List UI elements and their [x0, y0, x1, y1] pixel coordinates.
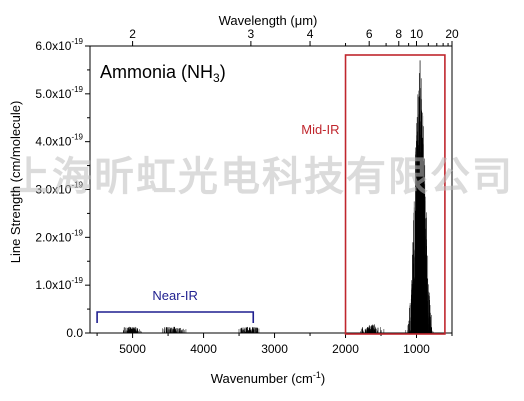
- spectrum-band: [238, 326, 260, 333]
- top-tick-label: 2: [129, 27, 136, 41]
- top-axis-title: Wavelength (μm): [219, 13, 318, 28]
- top-axis-title-main: Wavelength (: [219, 13, 296, 28]
- spectrum-layer: [123, 60, 434, 333]
- top-tick-label: 4: [307, 27, 314, 41]
- x-tick-label: 5000: [119, 342, 146, 356]
- y-tick-label: 1.0x10-19: [35, 276, 83, 292]
- spectrum-band: [123, 326, 142, 333]
- top-tick-label: 3: [248, 27, 255, 41]
- watermark-text: 上海昕虹光电科技有限公司: [10, 154, 514, 200]
- x-axis-title-end: ): [321, 371, 325, 386]
- near-ir-label: Near-IR: [152, 288, 198, 303]
- y-tick-label: 0.0: [66, 326, 83, 340]
- chart-title-sub: 3: [213, 71, 220, 85]
- x-tick-label: 3000: [261, 342, 288, 356]
- y-tick-label: 3.0x10-19: [35, 181, 83, 197]
- top-tick-label: 20: [445, 27, 459, 41]
- x-tick-label: 4000: [190, 342, 217, 356]
- x-tick-label: 1000: [403, 342, 430, 356]
- x-axis-title: Wavenumber (cm-1): [211, 370, 325, 386]
- y-tick-label: 5.0x10-19: [35, 85, 83, 101]
- x-axis-title-sup: -1: [313, 370, 321, 380]
- top-tick-label: 8: [395, 27, 402, 41]
- y-tick-label: 6.0x10-19: [35, 37, 83, 53]
- chart-title-end: ): [220, 62, 226, 82]
- near-ir-bracket: [96, 311, 255, 323]
- y-tick-label: 2.0x10-19: [35, 228, 83, 244]
- y-axis-title: Line Strength (cm/molecule): [8, 101, 23, 264]
- mid-ir-box: [344, 54, 446, 335]
- x-tick-label: 2000: [332, 342, 359, 356]
- chart-title-main: Ammonia (NH: [100, 62, 213, 82]
- top-axis-title-end: m): [302, 13, 317, 28]
- axes-layer: [85, 41, 453, 338]
- y-tick-label: 4.0x10-19: [35, 133, 83, 149]
- x-axis-title-main: Wavenumber (cm: [211, 371, 313, 386]
- top-tick-label: 6: [366, 27, 373, 41]
- spectrum-band: [360, 324, 385, 333]
- top-tick-label: 10: [410, 27, 424, 41]
- spectrum-band: [405, 73, 434, 333]
- labels-layer: 5000 4000 3000 2000 1000 0.0 1.0x10-19 2.0x10-1…: [35, 27, 459, 356]
- mid-ir-label: Mid-IR: [301, 122, 339, 137]
- chart-title: Ammonia (NH3): [100, 62, 226, 85]
- top-axis-title-mu: μ: [295, 13, 303, 28]
- spectrum-band: [162, 326, 187, 333]
